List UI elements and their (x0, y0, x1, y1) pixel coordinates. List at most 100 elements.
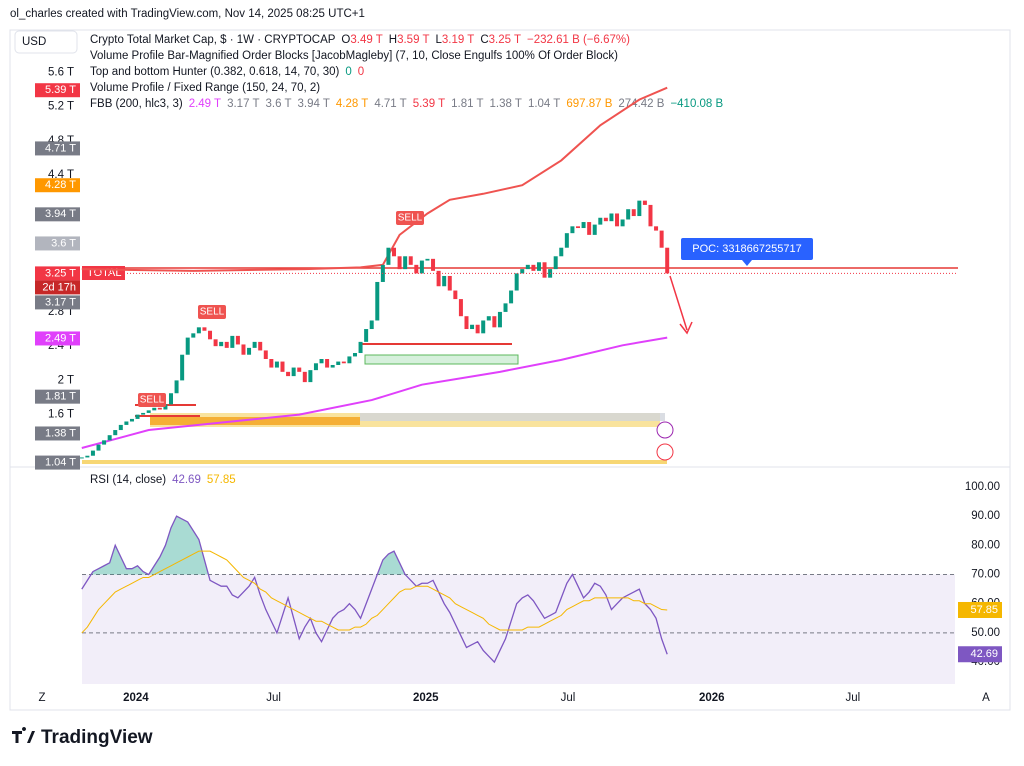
candle (464, 316, 469, 330)
candle (592, 224, 597, 235)
y-tick-label: 1.6 T (48, 409, 74, 421)
price-tag (35, 389, 80, 404)
candle (403, 256, 408, 270)
ohlc-key: L (436, 34, 443, 46)
candle (575, 226, 580, 229)
candle (492, 316, 497, 328)
candle (258, 341, 263, 351)
price-tag (35, 178, 80, 193)
candle (375, 281, 380, 321)
candle (369, 320, 374, 330)
candle (96, 444, 101, 451)
candle (481, 320, 486, 334)
price-tag-label: 4.28 T (45, 179, 76, 191)
candle (107, 435, 112, 441)
candle (609, 213, 614, 222)
x-tick-label: Jul (846, 692, 861, 704)
order-block (364, 354, 519, 365)
candle (325, 359, 330, 368)
candle (436, 270, 441, 287)
candle (152, 407, 157, 411)
price-tag-label: 2.49 T (45, 332, 76, 344)
candle (213, 339, 218, 347)
candle (230, 335, 235, 348)
candle (497, 311, 502, 328)
y-tick-label: 50.00 (971, 627, 1000, 639)
x-tick-label: Jul (266, 692, 281, 704)
candle (603, 217, 608, 222)
indicator-value: 1.81 T (451, 98, 483, 110)
candle (620, 219, 625, 227)
countdown-box (35, 280, 80, 295)
candle (648, 204, 653, 227)
rsi-value: 57.85 (207, 474, 236, 486)
candle (336, 361, 341, 365)
candle (224, 341, 229, 348)
candle (174, 380, 179, 394)
currency-button[interactable] (14, 30, 78, 54)
indicator-legend: Top and bottom Hunter (0.382, 0.618, 14,… (90, 66, 364, 78)
candle (598, 217, 603, 225)
price-tag-label: 3.17 T (45, 296, 76, 308)
indicator-value: 3.17 T (227, 98, 259, 110)
x-tick-label: Jul (561, 692, 576, 704)
candle (196, 327, 201, 334)
candle (509, 290, 514, 304)
candle (414, 264, 419, 274)
y-tick-label: 4.4 T (48, 169, 74, 181)
order-block (82, 460, 667, 464)
indicator-name: FBB (200, hlc3, 3) (90, 98, 183, 110)
indicator-legend: FBB (200, hlc3, 3) 2.49 T 3.17 T 3.6 T 3.94 … (90, 98, 724, 110)
candle (453, 290, 458, 300)
candle (542, 262, 547, 278)
scale-button[interactable]: Z (38, 692, 45, 704)
currency[interactable]: USD (22, 36, 46, 48)
indicator-legend: Volume Profile / Fixed Range (150, 24, 7… (90, 82, 320, 94)
candle (642, 200, 647, 205)
rsi-tag-label: 57.85 (970, 604, 998, 616)
price-tag (35, 266, 80, 281)
ohlc-key: H (389, 34, 397, 46)
candle (141, 412, 146, 415)
event-icon[interactable] (656, 443, 674, 461)
candle (559, 247, 564, 257)
ohlc-value: 3.49 T (350, 34, 382, 46)
indicator-value: 0 (358, 66, 364, 78)
rsi-legend: RSI (14, close) 42.69 57.85 (90, 474, 236, 486)
price-tag (35, 455, 80, 470)
poc-box (681, 238, 813, 260)
candle (208, 330, 213, 340)
price-tag (35, 295, 80, 310)
indicator-value: 697.87 B (566, 98, 612, 110)
x-tick-label: 2024 (123, 692, 149, 704)
price-tag-label: 1.04 T (45, 456, 76, 468)
candle (408, 256, 413, 265)
y-tick-label: 5.2 T (48, 101, 74, 113)
price-tag-label: 1.81 T (45, 391, 76, 403)
brand-logo (12, 727, 35, 743)
candle (626, 209, 631, 220)
price-tag-label: 3.94 T (45, 208, 76, 220)
poc-label: POC: 3318667255717 (692, 243, 801, 255)
candle (163, 404, 168, 410)
candle (352, 353, 357, 357)
candle (419, 260, 424, 274)
candle (319, 359, 324, 364)
signal-label: SELL (200, 307, 225, 318)
candle (503, 303, 508, 312)
indicator-value: 1.04 T (528, 98, 560, 110)
candle (297, 367, 302, 372)
price-tag (35, 331, 80, 346)
signal-box (198, 305, 226, 319)
candle (247, 347, 252, 355)
scale-button[interactable]: A (982, 692, 990, 704)
candle (291, 367, 296, 377)
event-icon[interactable] (656, 421, 674, 439)
candle (475, 324, 480, 334)
rsi-line (81, 550, 668, 634)
rsi-band (82, 574, 955, 684)
indicator-value: 0 (345, 66, 351, 78)
candle (525, 264, 530, 270)
indicator-value: −410.08 B (670, 98, 723, 110)
